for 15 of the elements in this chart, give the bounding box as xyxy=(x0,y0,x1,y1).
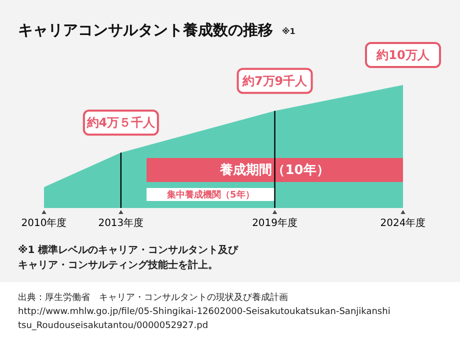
annotation: 約10万人 xyxy=(376,48,430,62)
text: ※1 xyxy=(282,27,296,36)
x-tick-label: 2024年度 xyxy=(380,217,426,229)
annotation: 約4万５千人 xyxy=(86,116,156,130)
x-tick-label: 2010年度 xyxy=(21,217,67,229)
x-tick-label: 2019年度 xyxy=(252,217,298,229)
text: ※1 標準レベルのキャリア・コンサルタント及び xyxy=(18,244,240,256)
band-label: 養成期間（10年） xyxy=(219,162,330,178)
text: http://www.mhlw.go.jp/file/05-Shingikai-12602000-Seisakutoukatsukan-Sanjikanshitsu_Roudouseisakutantou/0000052927.pd xyxy=(18,307,390,331)
chart-title: キャリアコンサルタント養成数の推移 xyxy=(18,21,273,39)
band-label: 集中養成機関（5年） xyxy=(166,190,254,200)
text: キャリア・コンサルティング技能士を計上。 xyxy=(18,259,218,271)
x-tick-label: 2013年度 xyxy=(98,217,144,229)
source-note: 出典：厚生労働省 キャリア・コンサルタントの現状及び養成計画 xyxy=(18,292,288,303)
annotation: 約7万9千人 xyxy=(241,74,308,88)
